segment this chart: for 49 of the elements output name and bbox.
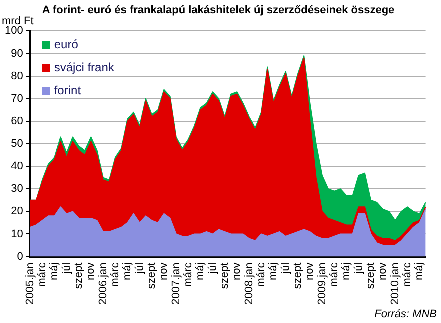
y-tick-label: 70 [11,92,24,105]
legend-label: euró [54,38,79,52]
x-tick-label: szept [365,262,378,290]
x-tick-label: máj [340,262,353,281]
x-tick-label: 2008.jan [243,262,256,306]
y-tick-label: 90 [11,48,24,60]
x-tick-label: márc [402,262,414,288]
x-tick-label: nov [231,262,244,281]
x-tick-label: szept [219,262,232,290]
x-tick-label: 2005.jan [24,262,36,306]
y-tick-label: 80 [11,70,24,82]
x-tick-label: szept [146,262,158,290]
x-tick-label: 2006.jan [97,262,110,306]
y-tick-label: 30 [11,183,24,196]
x-tick-label: 2009.jan [316,262,328,306]
x-tick-label: márc [110,262,122,288]
text: Forrás: MNB [374,308,437,321]
y-tick-label: 20 [11,206,24,218]
x-tick-label: máj [48,262,61,281]
x-tick-label: 2010.jan [389,262,402,306]
x-tick-label: júl [206,262,219,275]
x-tick-label: márc [36,262,49,288]
legend-label: forint [54,84,82,98]
chart-title: A forint- euró és frankalapú lakáshitelek új szerződéseinek összege [42,4,395,17]
x-tick-label: júl [352,262,365,275]
y-tick-label: 40 [11,160,24,173]
x-tick-label: máj [414,262,426,281]
x-tick-label: máj [122,262,134,281]
x-tick-label: szept [73,262,86,290]
x-tick-label: máj [268,262,280,281]
y-tick-label: 10 [11,228,24,240]
x-tick-label: máj [194,262,207,281]
y-tick-label: 50 [11,138,24,150]
x-tick-label: nov [304,262,316,281]
legend-label: svájci frank [54,60,116,75]
y-tick-label: 0 [17,250,24,263]
x-tick-label: szept [292,262,304,290]
x-tick-label: márc [328,262,341,288]
x-tick-label: júl [60,262,73,275]
x-tick-label: nov [158,262,170,281]
x-tick-label: márc [256,262,268,288]
x-tick-label: nov [377,262,390,281]
y-tick-label: 100 [4,25,24,38]
x-tick-label: júl [280,262,292,275]
x-tick-label: márc [182,262,195,288]
x-tick-label: nov [85,262,98,281]
x-tick-label: 2007.jan [170,262,182,306]
y-tick-label: 60 [11,115,24,128]
x-tick-label: júl [134,262,146,275]
